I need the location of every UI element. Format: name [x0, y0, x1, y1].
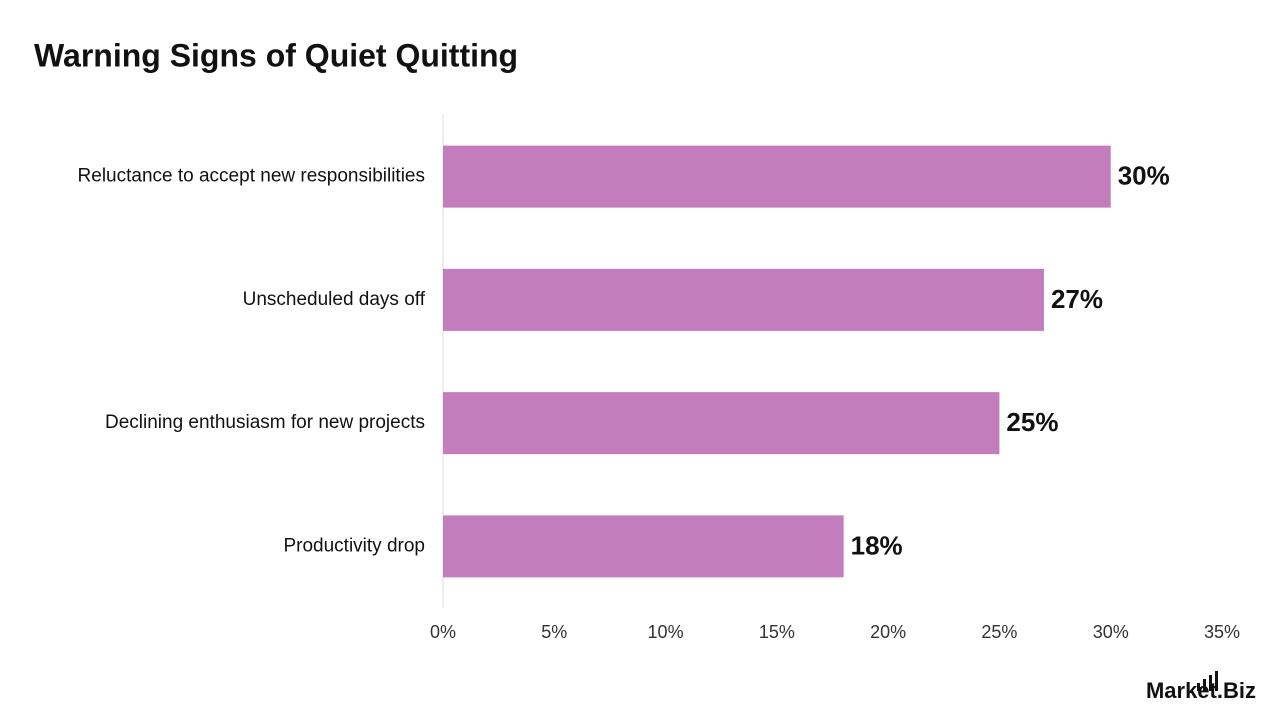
x-tick-label: 0% [430, 622, 456, 642]
x-tick-label: 30% [1093, 622, 1129, 642]
logo-icon [1197, 671, 1218, 691]
x-tick-label: 10% [648, 622, 684, 642]
bar [443, 515, 844, 578]
y-tick-label: Unscheduled days off [243, 289, 426, 310]
chart-title: Warning Signs of Quiet Quitting [34, 37, 518, 73]
y-tick-label: Productivity drop [283, 535, 425, 556]
x-tick-label: 35% [1204, 622, 1240, 642]
bar [443, 392, 1000, 455]
logo: Market.Biz [1146, 678, 1256, 703]
x-tick-label: 5% [541, 622, 567, 642]
y-tick-label: Declining enthusiasm for new projects [105, 412, 425, 433]
bar [443, 145, 1111, 208]
value-label: 18% [851, 530, 903, 560]
x-tick-label: 25% [981, 622, 1017, 642]
bar [443, 268, 1044, 331]
value-label: 27% [1051, 284, 1103, 314]
y-tick-label: Reluctance to accept new responsibilitie… [78, 166, 425, 187]
value-label: 25% [1006, 407, 1058, 437]
x-tick-label: 15% [759, 622, 795, 642]
x-tick-label: 20% [870, 622, 906, 642]
value-label: 30% [1118, 161, 1170, 191]
